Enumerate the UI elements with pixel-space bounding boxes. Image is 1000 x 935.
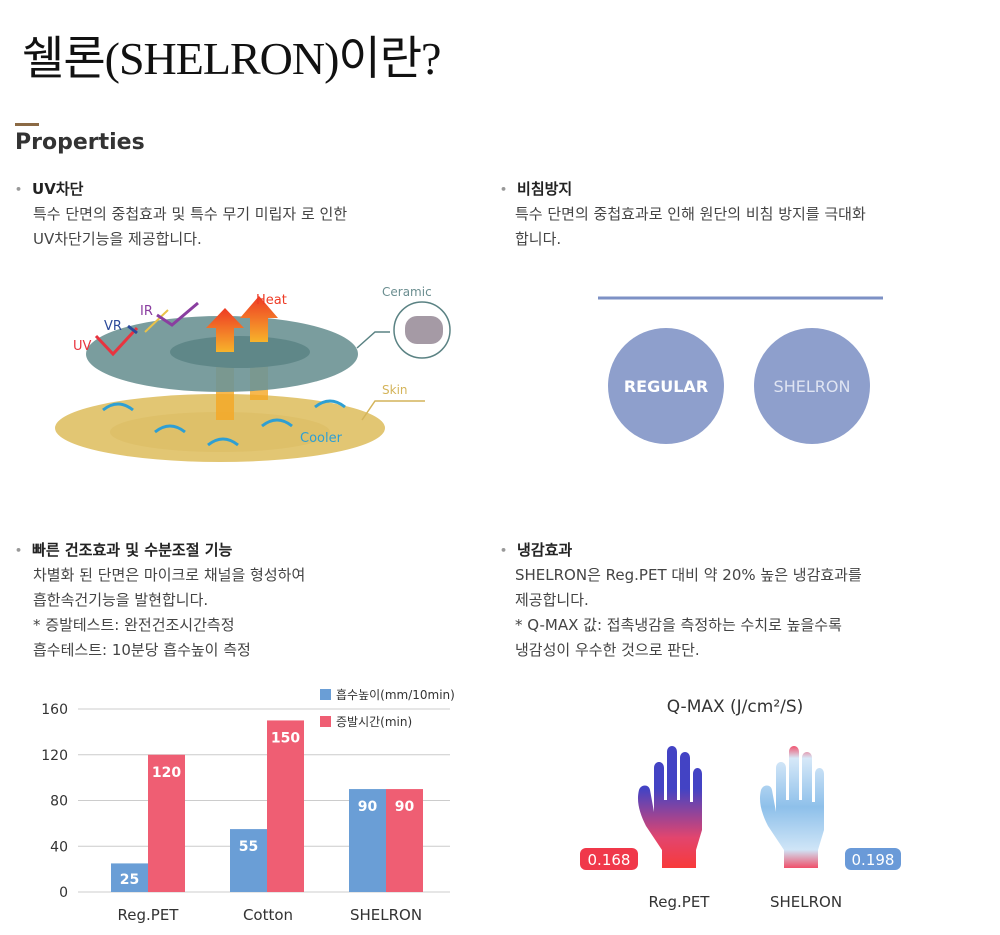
section-body: SHELRON은 Reg.PET 대비 약 20% 높은 냉감효과를 제공합니다… [515, 566, 862, 659]
section-opacity: 비침방지 특수 단면의 중첩효과로 인해 원단의 비침 방지를 극대화 합니다. [500, 178, 866, 252]
x-tick-label: Cotton [243, 906, 293, 924]
section-title: 빠른 건조효과 및 수분조절 기능 [15, 539, 305, 560]
section-quickdry: 빠른 건조효과 및 수분조절 기능 차별화 된 단면은 마이크로 채널을 형성하… [15, 539, 305, 663]
bar [230, 829, 267, 892]
shelron-qmax-value: 0.198 [852, 851, 895, 869]
page-title: 쉘론(SHELRON)이란? [22, 33, 441, 84]
y-tick-label: 80 [50, 794, 68, 810]
heat-label: Heat [256, 293, 287, 308]
data-label: 55 [239, 839, 258, 855]
shelron-circle [754, 328, 870, 444]
ir-label: IR [140, 304, 153, 319]
section-title: 비침방지 [500, 178, 866, 199]
y-tick-label: 0 [59, 885, 68, 901]
heading-accent-bar [15, 123, 39, 126]
shelron-label: SHELRON [774, 377, 851, 396]
uv-label: UV [73, 339, 92, 354]
data-label: 120 [152, 765, 181, 781]
opacity-diagram: REGULAR SHELRON [598, 296, 883, 444]
regular-label: REGULAR [624, 377, 708, 396]
section-uv: UV차단 특수 단면의 중첩효과 및 특수 무기 미립자 로 인한 UV차단기능… [15, 178, 347, 252]
section-title: 냉감효과 [500, 539, 862, 560]
y-tick-label: 40 [50, 839, 68, 855]
section-title: UV차단 [15, 178, 347, 199]
reg-pet-qmax-value: 0.168 [588, 851, 631, 869]
vr-label: VR [104, 319, 122, 334]
x-tick-label: Reg.PET [118, 906, 180, 924]
dry-test-bar-chart: 0 40 80 120 160 25 120 55 150 90 90 흡수높이(mm/10min)… [41, 688, 455, 924]
y-tick-label: 120 [41, 748, 68, 764]
qmax-title: Q-MAX (J/cm²/S) [666, 697, 804, 717]
data-label: 90 [395, 799, 415, 815]
uv-ray-icon [94, 326, 139, 357]
bar [111, 863, 148, 892]
qmax-hands: 0.168 0.198 Reg.PET SHELRON [580, 746, 901, 911]
regular-circle [608, 328, 724, 444]
data-label: 90 [358, 799, 378, 815]
bar [148, 754, 185, 892]
bar [386, 789, 423, 892]
cooler-arrows-icon [102, 399, 346, 447]
reg-pet-hand-icon [637, 746, 702, 868]
ceramic-label: Ceramic [382, 285, 432, 299]
shelron-label: SHELRON [770, 893, 842, 911]
legend-swatch-evap [320, 716, 331, 727]
section-body: 차별화 된 단면은 마이크로 채널을 형성하여 흡한속건기능을 발현합니다. *… [33, 566, 306, 659]
heat-arrow-icon [240, 296, 278, 342]
reg-pet-label: Reg.PET [649, 893, 711, 911]
section-heading: Properties [15, 130, 145, 155]
data-label: 150 [271, 730, 300, 746]
bar [267, 720, 304, 892]
heat-arrow-icon [206, 308, 244, 352]
y-tick-label: 160 [41, 702, 68, 718]
section-cooling: 냉감효과 SHELRON은 Reg.PET 대비 약 20% 높은 냉감효과를 … [500, 539, 862, 663]
legend-swatch-absorb [320, 689, 331, 700]
section-body: 특수 단면의 중첩효과로 인해 원단의 비침 방지를 극대화 합니다. [515, 205, 866, 248]
legend-label-absorb: 흡수높이(mm/10min) [336, 688, 455, 702]
bar [349, 789, 386, 892]
shelron-hand-icon [759, 746, 824, 868]
uv-diagram: UV VR IR Heat Ceramic Skin Cooler [55, 285, 451, 462]
section-body: 특수 단면의 중첩효과 및 특수 무기 미립자 로 인한 UV차단기능을 제공합… [33, 205, 348, 248]
cooler-label: Cooler [300, 431, 343, 446]
legend-label-evap: 증발시간(min) [336, 715, 412, 729]
data-label: 25 [120, 872, 139, 888]
skin-label: Skin [382, 383, 408, 397]
x-tick-label: SHELRON [350, 906, 422, 924]
